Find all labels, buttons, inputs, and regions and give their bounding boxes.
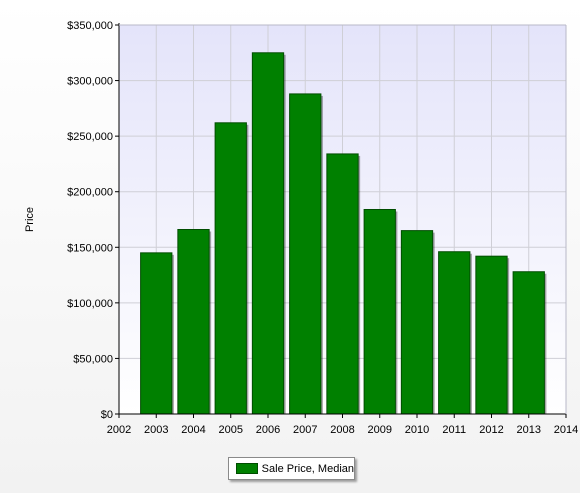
bar-2006 bbox=[251, 52, 285, 415]
y-tick-label: $250,000 bbox=[67, 131, 113, 143]
y-tick-label: $50,000 bbox=[73, 353, 113, 365]
bar-2003 bbox=[140, 252, 173, 415]
x-tick-label: 2013 bbox=[517, 424, 541, 436]
x-tick-label: 2006 bbox=[256, 424, 280, 436]
x-tick-label: 2012 bbox=[479, 424, 503, 436]
legend-swatch bbox=[236, 463, 258, 474]
bar-2012 bbox=[475, 255, 508, 415]
x-tick-label: 2014 bbox=[554, 424, 578, 436]
x-tick-label: 2004 bbox=[181, 424, 205, 436]
x-tick-label: 2010 bbox=[405, 424, 429, 436]
axes bbox=[115, 23, 567, 418]
x-tick-label: 2011 bbox=[442, 424, 466, 436]
y-tick-label: $100,000 bbox=[67, 298, 113, 310]
x-tick-label: 2002 bbox=[107, 424, 131, 436]
y-axis-title: Price bbox=[24, 207, 36, 232]
y-tick-label: $0 bbox=[101, 409, 113, 421]
x-tick-label: 2005 bbox=[219, 424, 243, 436]
bar-2010 bbox=[400, 230, 434, 415]
legend-label: Sale Price, Median bbox=[261, 462, 354, 475]
bars bbox=[140, 52, 547, 415]
bar-2004 bbox=[177, 229, 210, 415]
bar-2009 bbox=[363, 208, 396, 415]
tick-labels: $0 $50,000 $100,000 $150,000 $200,000 $250,00… bbox=[67, 20, 578, 436]
y-tick-label: $350,000 bbox=[67, 20, 113, 32]
chart: $0 $50,000 $100,000 $150,000 $200,000 $250,00… bbox=[24, 20, 578, 436]
y-tick-label: $300,000 bbox=[67, 76, 113, 88]
x-tick-label: 2009 bbox=[368, 424, 392, 436]
x-tick-label: 2003 bbox=[144, 424, 168, 436]
y-tick-label: $150,000 bbox=[67, 242, 113, 254]
y-tick-label: $200,000 bbox=[67, 187, 113, 199]
legend: Sale Price, Median bbox=[228, 457, 355, 480]
bar-2013 bbox=[512, 271, 545, 415]
chart-svg: $0 $50,000 $100,000 $150,000 $200,000 $250,00… bbox=[24, 20, 578, 436]
x-tick-label: 2008 bbox=[330, 424, 354, 436]
bar-2005 bbox=[214, 122, 247, 415]
bar-2011 bbox=[438, 251, 471, 415]
x-tick-label: 2007 bbox=[293, 424, 317, 436]
bar-2008 bbox=[326, 153, 359, 415]
bar-2007 bbox=[289, 93, 322, 415]
